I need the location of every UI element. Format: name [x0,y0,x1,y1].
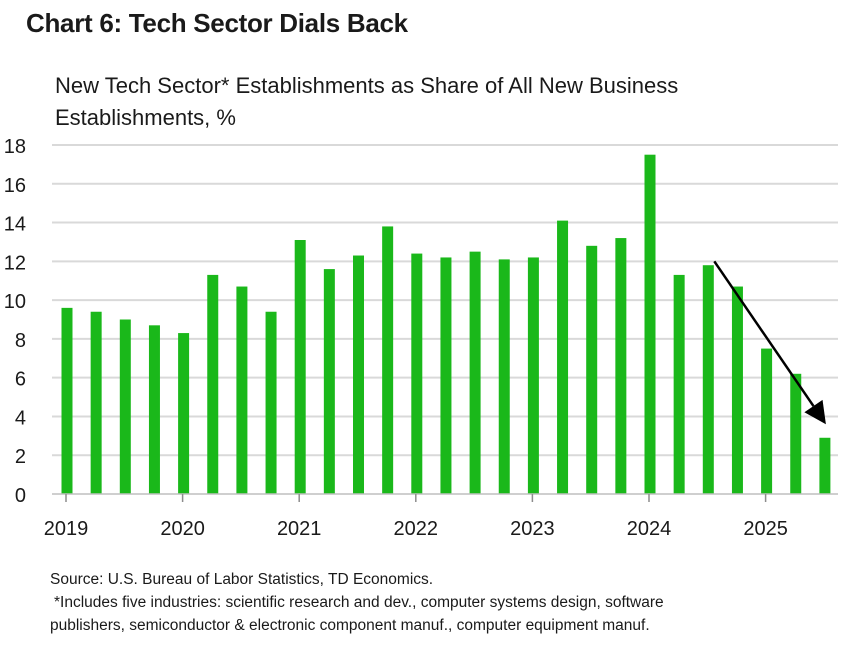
source-note: Source: U.S. Bureau of Labor Statistics,… [50,571,434,588]
x-axis: 2019 2020 2021 2022 2023 2024 2025 [44,493,838,540]
y-tick-label: 0 [15,485,26,507]
y-tick-label: 12 [4,252,26,274]
bar [207,274,219,494]
y-tick-label: 10 [4,291,26,313]
bar [761,348,773,494]
x-tick-label: 2020 [160,518,205,540]
y-tick-label: 14 [4,214,26,236]
bar-series [61,154,831,494]
bar [731,286,743,494]
bar [294,240,306,494]
chart-subtitle: New Tech Sector* Establishments as Share… [55,73,679,130]
bar [527,257,539,494]
bar [615,238,627,494]
y-tick-label: 6 [15,369,26,391]
x-tick-label: 2022 [394,518,439,540]
bar [236,286,248,494]
y-tick-label: 18 [4,136,26,158]
bar [119,319,131,494]
bar [557,220,569,494]
y-tick-label: 16 [4,175,26,197]
bar-chart: 0 2 4 6 8 10 12 14 16 18 2019 2020 2021 2022 2023 2024… [4,136,838,540]
bar [411,253,423,494]
bar [790,373,802,494]
footnote-line-1: *Includes five industries: scientific re… [54,594,664,611]
bar [586,245,598,494]
bar [61,307,73,494]
bar [469,251,481,494]
bar [702,265,714,494]
x-tick-label: 2025 [743,518,788,540]
bar [323,269,335,494]
y-tick-label: 4 [15,407,26,429]
y-tick-label: 2 [15,446,26,468]
x-tick-label: 2024 [627,518,672,540]
y-tick-label: 8 [15,330,26,352]
bar [353,255,364,494]
footnote-line-2: publishers, semiconductor & electronic c… [50,617,650,634]
bar [440,257,452,494]
chart-footer: Source: U.S. Bureau of Labor Statistics,… [50,568,664,637]
x-tick-label: 2019 [44,518,89,540]
chart-title: Chart 6: Tech Sector Dials Back [26,8,408,38]
bar [498,259,510,494]
arrow-shaft [713,260,815,407]
x-tick-label: 2023 [510,518,555,540]
bar [382,226,394,494]
bar [178,333,190,494]
arrow-head [804,399,826,425]
bar [148,325,160,494]
bar [673,274,685,494]
bar [644,154,656,494]
trend-arrow-annotation [713,260,826,425]
x-tick-label: 2021 [277,518,322,540]
bar [90,311,102,494]
bar [265,311,277,494]
bar [819,437,831,494]
y-axis: 0 2 4 6 8 10 12 14 16 18 [4,136,26,507]
